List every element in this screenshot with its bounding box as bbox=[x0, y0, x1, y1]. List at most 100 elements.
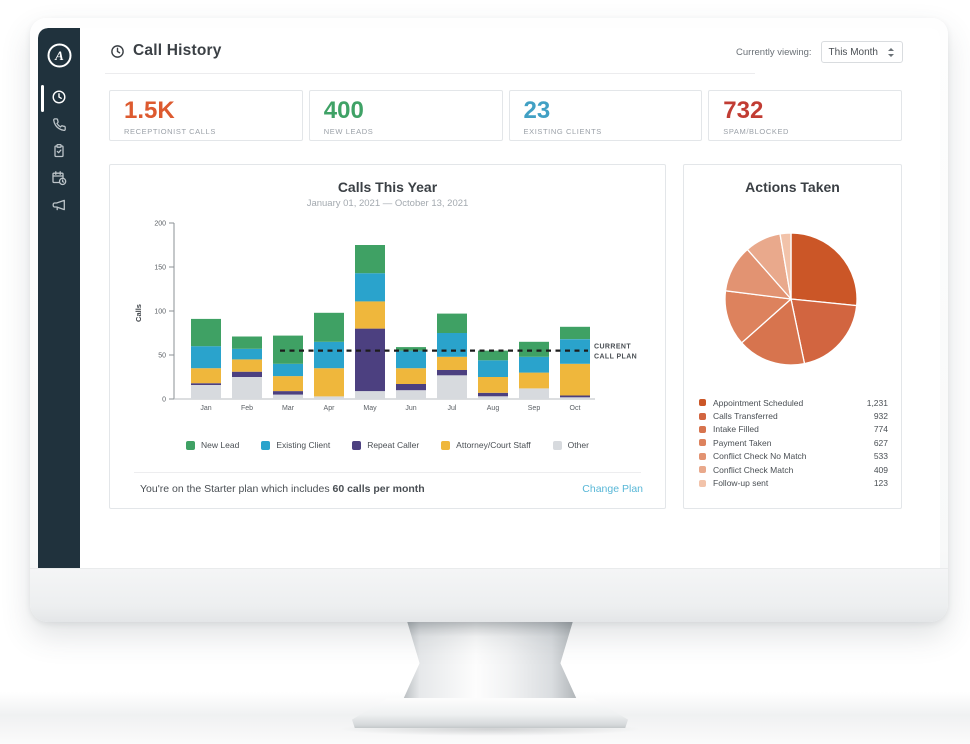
pie-legend-value: 627 bbox=[873, 437, 888, 448]
pie-legend-value: 1,231 bbox=[866, 397, 888, 408]
period-select-value: This Month bbox=[828, 46, 878, 58]
pie-legend-row: Conflict Check Match 409 bbox=[699, 463, 888, 476]
pie-legend-value: 774 bbox=[873, 424, 888, 435]
svg-text:50: 50 bbox=[158, 353, 166, 360]
svg-text:CALL PLAN: CALL PLAN bbox=[594, 354, 637, 361]
chart-date-range: January 01, 2021 — October 13, 2021 bbox=[306, 198, 469, 209]
monitor-stand-neck bbox=[402, 616, 578, 702]
svg-text:150: 150 bbox=[154, 265, 166, 272]
legend-label: Other bbox=[567, 440, 589, 450]
legend-swatch bbox=[699, 452, 706, 460]
pie-legend: Appointment Scheduled 1,231 Calls Transfer… bbox=[699, 396, 888, 490]
legend-swatch bbox=[699, 439, 706, 447]
plan-footer: You're on the Starter plan which include… bbox=[140, 483, 643, 495]
calls-chart-panel: Calls This Year January 01, 2021 — Octob… bbox=[109, 164, 666, 509]
pie-legend-label: Conflict Check Match bbox=[713, 464, 794, 475]
stat-label: NEW LEADS bbox=[323, 126, 374, 136]
viewing-label: Currently viewing: bbox=[736, 46, 812, 58]
svg-text:Oct: Oct bbox=[570, 405, 581, 412]
pie-legend-label: Payment Taken bbox=[713, 437, 772, 448]
active-nav-indicator bbox=[41, 85, 44, 112]
stat-card-existing-clients: 23 EXISTING CLIENTS bbox=[508, 90, 703, 141]
actions-taken-panel: Actions Taken Appointment Scheduled 1,231… bbox=[683, 164, 902, 509]
legend-swatch bbox=[699, 479, 706, 487]
stat-card-receptionist-calls: 1.5K RECEPTIONIST CALLS bbox=[109, 90, 303, 141]
brand-logo-icon: A bbox=[46, 42, 73, 69]
monitor-chin bbox=[30, 568, 948, 622]
legend-item: New Lead bbox=[186, 440, 239, 450]
svg-text:CURRENT: CURRENT bbox=[594, 344, 631, 351]
panel-divider bbox=[134, 472, 641, 473]
header-divider bbox=[105, 73, 755, 74]
legend-swatch bbox=[441, 440, 451, 450]
monitor-stand-base bbox=[352, 698, 628, 728]
clock-icon bbox=[110, 44, 125, 59]
updown-arrows-icon bbox=[887, 47, 895, 58]
svg-text:200: 200 bbox=[154, 221, 166, 228]
chart-title: Calls This Year bbox=[337, 179, 438, 195]
stat-value: 732 bbox=[723, 97, 764, 124]
pie-legend-row: Intake Filled 774 bbox=[699, 423, 888, 436]
actions-pie-chart bbox=[724, 232, 858, 365]
legend-item: Other bbox=[552, 440, 589, 450]
nav-calls phone-icon[interactable] bbox=[51, 116, 67, 132]
stat-value: 1.5K bbox=[124, 97, 175, 124]
main-panels: Calls This Year January 01, 2021 — Octob… bbox=[109, 164, 902, 509]
stat-label: SPAM/BLOCKED bbox=[723, 126, 790, 136]
pie-legend-value: 409 bbox=[873, 464, 888, 475]
nav-tasks clipboard-check-icon[interactable] bbox=[51, 143, 67, 159]
svg-text:Sep: Sep bbox=[528, 405, 541, 412]
legend-swatch bbox=[186, 440, 196, 450]
page-title: Call History bbox=[110, 42, 222, 60]
page-title-text: Call History bbox=[133, 42, 222, 59]
svg-text:Mar: Mar bbox=[282, 405, 295, 412]
bar-chart-legend: New Lead Existing Client Repeat Caller Atto… bbox=[110, 440, 665, 450]
legend-swatch bbox=[699, 425, 706, 433]
pie-legend-row: Payment Taken 627 bbox=[699, 436, 888, 449]
legend-item: Repeat Caller bbox=[352, 440, 419, 450]
svg-text:May: May bbox=[363, 405, 377, 412]
nav-schedule calendar-clock-icon[interactable] bbox=[51, 170, 67, 186]
legend-swatch bbox=[552, 440, 562, 450]
legend-label: Repeat Caller bbox=[367, 440, 420, 450]
pie-legend-value: 533 bbox=[873, 451, 888, 462]
svg-text:Jul: Jul bbox=[448, 405, 457, 412]
svg-text:100: 100 bbox=[154, 309, 166, 316]
svg-text:0: 0 bbox=[162, 397, 166, 404]
pie-legend-value: 932 bbox=[873, 411, 888, 422]
legend-label: Existing Client bbox=[276, 440, 331, 450]
stat-card-spam-blocked: 732 SPAM/BLOCKED bbox=[708, 90, 902, 141]
legend-item: Attorney/Court Staff bbox=[441, 440, 531, 450]
stat-label: RECEPTIONIST CALLS bbox=[124, 126, 216, 136]
pie-legend-row: Calls Transferred 932 bbox=[699, 409, 888, 422]
pie-legend-label: Appointment Scheduled bbox=[713, 397, 804, 408]
svg-text:Calls: Calls bbox=[134, 304, 143, 322]
svg-text:Jan: Jan bbox=[200, 405, 211, 412]
nav-call-history clock-icon[interactable] bbox=[51, 89, 67, 105]
pie-legend-row: Conflict Check No Match 533 bbox=[699, 450, 888, 463]
svg-text:Jun: Jun bbox=[405, 405, 416, 412]
pie-legend-label: Intake Filled bbox=[713, 424, 759, 435]
pie-legend-label: Conflict Check No Match bbox=[713, 451, 807, 462]
stats-row: 1.5K RECEPTIONIST CALLS 400 NEW LEADS 23… bbox=[109, 90, 902, 141]
viewing-controls: Currently viewing: This Month bbox=[736, 41, 903, 63]
pie-legend-label: Calls Transferred bbox=[713, 411, 778, 422]
stat-card-new-leads: 400 NEW LEADS bbox=[308, 90, 503, 141]
svg-text:Apr: Apr bbox=[324, 405, 336, 412]
legend-label: New Lead bbox=[201, 440, 240, 450]
legend-swatch bbox=[352, 440, 362, 450]
legend-swatch bbox=[699, 466, 706, 474]
stacked-bar-chart: 0 50 100 150 200 Jan Feb Mar Apr May Jun Jul Aug Sep O… bbox=[134, 221, 637, 413]
pie-legend-label: Follow-up sent bbox=[713, 478, 769, 489]
sidebar-nav bbox=[38, 89, 80, 213]
svg-text:Feb: Feb bbox=[241, 405, 253, 412]
dashboard-screen: A bbox=[38, 28, 940, 568]
period-select[interactable]: This Month bbox=[820, 41, 903, 63]
legend-label: Attorney/Court Staff bbox=[456, 440, 531, 450]
change-plan-link[interactable]: Change Plan bbox=[582, 483, 643, 495]
sidebar: A bbox=[38, 28, 80, 568]
stat-value: 400 bbox=[323, 97, 364, 124]
pie-legend-row: Follow-up sent 123 bbox=[699, 476, 888, 489]
nav-announcements megaphone-icon[interactable] bbox=[51, 197, 67, 213]
monitor-frame: A bbox=[30, 18, 948, 622]
